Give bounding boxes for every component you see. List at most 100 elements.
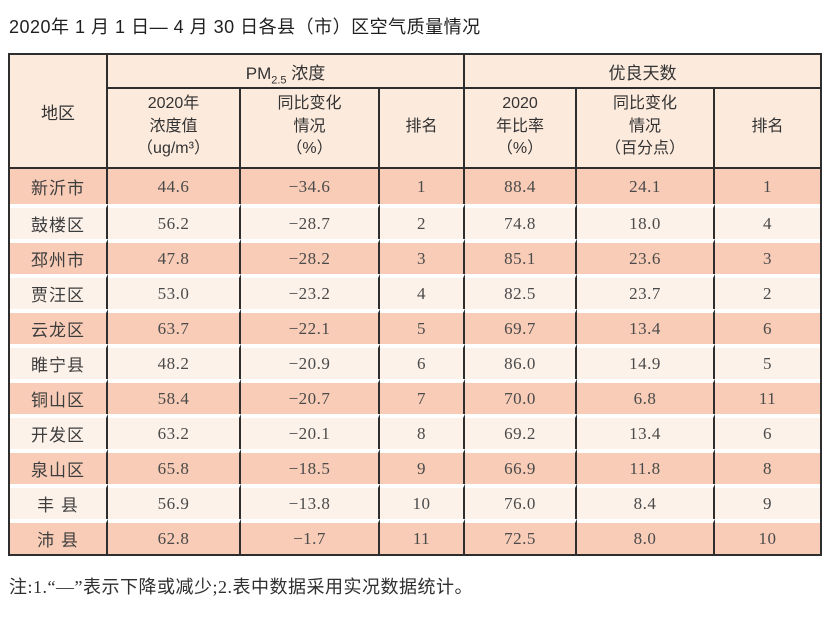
- air-quality-table: 地区 PM2.5 浓度 优良天数 2020年 浓度值 （ug/m³） 同比变化 …: [8, 53, 823, 557]
- page: { "page": { "title": "2020年 1 月 1 日— 4 月…: [0, 13, 825, 633]
- table-row: 沛 县 62.8 −1.7 11 72.5 8.0 10: [10, 519, 821, 555]
- col-header-good-change: 同比变化 情况 （百分点）: [577, 89, 716, 170]
- good-rate-cell: 76.0: [465, 484, 578, 520]
- pm-change-cell: −23.2: [241, 274, 380, 310]
- table-row: 睢宁县 48.2 −20.9 6 86.0 14.9 5: [10, 344, 821, 380]
- pm-change-cell: −18.5: [241, 449, 380, 485]
- table-row: 邳州市 47.8 −28.2 3 85.1 23.6 3: [10, 239, 821, 275]
- good-rank-cell: 6: [715, 309, 821, 345]
- col-header-good-rank: 排名: [715, 89, 821, 170]
- good-rank-cell: 3: [715, 239, 821, 275]
- good-rank-cell: 2: [715, 274, 821, 310]
- region-cell: 丰 县: [10, 484, 108, 520]
- pm-rank-cell: 8: [380, 414, 466, 450]
- pm-change-cell: −13.8: [241, 484, 380, 520]
- pm-rank-cell: 2: [380, 204, 466, 240]
- pm-value-cell: 47.8: [108, 239, 241, 275]
- pm-change-cell: −1.7: [241, 519, 380, 555]
- col-header-pm-change: 同比变化 情况 （%）: [241, 89, 380, 170]
- pm-rank-cell: 11: [380, 519, 466, 555]
- region-cell: 铜山区: [10, 379, 108, 415]
- pm-value-cell: 63.7: [108, 309, 241, 345]
- col-group-pm25: PM2.5 浓度: [108, 55, 466, 89]
- pm-rank-cell: 9: [380, 449, 466, 485]
- good-change-cell: 13.4: [577, 309, 716, 345]
- col-header-pm-rank: 排名: [380, 89, 466, 170]
- table-row: 丰 县 56.9 −13.8 10 76.0 8.4 9: [10, 484, 821, 520]
- pm-value-cell: 62.8: [108, 519, 241, 555]
- page-title: 2020年 1 月 1 日— 4 月 30 日各县（市）区空气质量情况: [9, 17, 481, 37]
- pm-change-cell: −20.9: [241, 344, 380, 380]
- table-row: 泉山区 65.8 −18.5 9 66.9 11.8 8: [10, 449, 821, 485]
- pm-label-subscript: 2.5: [271, 73, 287, 86]
- pm-rank-cell: 3: [380, 239, 466, 275]
- pm-rank-cell: 7: [380, 379, 466, 415]
- good-rate-cell: 69.2: [465, 414, 578, 450]
- good-change-cell: 24.1: [577, 169, 716, 205]
- col-header-region: 地区: [10, 55, 108, 170]
- table-row: 开发区 63.2 −20.1 8 69.2 13.4 6: [10, 414, 821, 450]
- good-change-cell: 11.8: [577, 449, 716, 485]
- pm-rank-cell: 10: [380, 484, 466, 520]
- pm-rank-cell: 4: [380, 274, 466, 310]
- table-row: 铜山区 58.4 −20.7 7 70.0 6.8 11: [10, 379, 821, 415]
- good-rate-cell: 86.0: [465, 344, 578, 380]
- region-cell: 泉山区: [10, 449, 108, 485]
- table-row: 鼓楼区 56.2 −28.7 2 74.8 18.0 4: [10, 204, 821, 240]
- region-cell: 沛 县: [10, 519, 108, 555]
- pm-change-cell: −28.7: [241, 204, 380, 240]
- good-rank-cell: 8: [715, 449, 821, 485]
- pm-rank-cell: 5: [380, 309, 466, 345]
- good-rank-cell: 4: [715, 204, 821, 240]
- table-body: 新沂市 44.6 −34.6 1 88.4 24.1 1 鼓楼区 56.2 −2…: [10, 169, 821, 555]
- region-cell: 鼓楼区: [10, 204, 108, 240]
- region-cell: 贾汪区: [10, 274, 108, 310]
- good-change-cell: 6.8: [577, 379, 716, 415]
- good-rate-cell: 69.7: [465, 309, 578, 345]
- pm-label-suffix: 浓度: [286, 63, 326, 83]
- pm-value-cell: 63.2: [108, 414, 241, 450]
- pm-value-cell: 53.0: [108, 274, 241, 310]
- good-rank-cell: 1: [715, 169, 821, 205]
- good-rate-cell: 72.5: [465, 519, 578, 555]
- pm-change-cell: −20.1: [241, 414, 380, 450]
- region-cell: 云龙区: [10, 309, 108, 345]
- pm-change-cell: −28.2: [241, 239, 380, 275]
- good-rank-cell: 10: [715, 519, 821, 555]
- col-group-good-days: 优良天数: [465, 55, 821, 89]
- good-rate-cell: 82.5: [465, 274, 578, 310]
- region-cell: 睢宁县: [10, 344, 108, 380]
- footnote: 注:1.“—”表示下降或减少;2.表中数据采用实况数据统计。: [9, 577, 473, 598]
- group-header-row: 地区 PM2.5 浓度 优良天数: [10, 55, 821, 170]
- pm-rank-cell: 6: [380, 344, 466, 380]
- pm-rank-cell: 1: [380, 169, 466, 205]
- pm-change-cell: −20.7: [241, 379, 380, 415]
- pm-label-prefix: PM: [245, 63, 272, 83]
- good-rank-cell: 11: [715, 379, 821, 415]
- pm-value-cell: 65.8: [108, 449, 241, 485]
- pm-value-cell: 48.2: [108, 344, 241, 380]
- good-change-cell: 18.0: [577, 204, 716, 240]
- good-rank-cell: 6: [715, 414, 821, 450]
- good-rate-cell: 74.8: [465, 204, 578, 240]
- region-cell: 新沂市: [10, 169, 108, 205]
- good-change-cell: 23.7: [577, 274, 716, 310]
- pm-value-cell: 56.2: [108, 204, 241, 240]
- good-rank-cell: 9: [715, 484, 821, 520]
- pm-value-cell: 44.6: [108, 169, 241, 205]
- pm-change-cell: −34.6: [241, 169, 380, 205]
- table-row: 新沂市 44.6 −34.6 1 88.4 24.1 1: [10, 169, 821, 205]
- table-header: 地区 PM2.5 浓度 优良天数 2020年 浓度值 （ug/m³） 同比变化 …: [10, 55, 821, 170]
- pm-value-cell: 58.4: [108, 379, 241, 415]
- col-header-pm-value: 2020年 浓度值 （ug/m³）: [108, 89, 241, 170]
- good-rate-cell: 70.0: [465, 379, 578, 415]
- good-change-cell: 13.4: [577, 414, 716, 450]
- good-change-cell: 23.6: [577, 239, 716, 275]
- good-change-cell: 8.4: [577, 484, 716, 520]
- table-row: 云龙区 63.7 −22.1 5 69.7 13.4 6: [10, 309, 821, 345]
- good-rate-cell: 85.1: [465, 239, 578, 275]
- good-rate-cell: 66.9: [465, 449, 578, 485]
- table-row: 贾汪区 53.0 −23.2 4 82.5 23.7 2: [10, 274, 821, 310]
- pm-value-cell: 56.9: [108, 484, 241, 520]
- pm-change-cell: −22.1: [241, 309, 380, 345]
